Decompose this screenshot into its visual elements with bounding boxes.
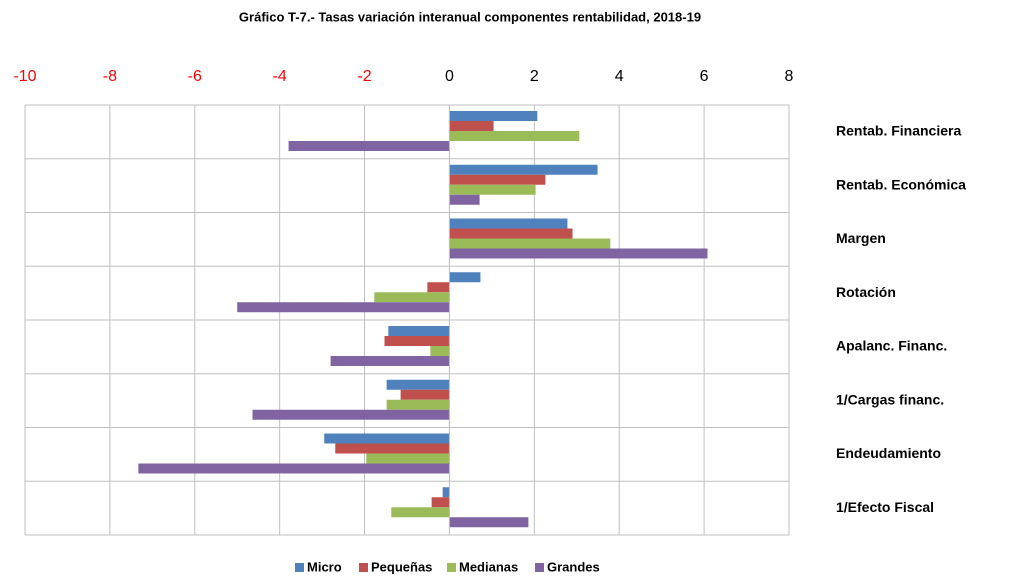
bar <box>330 356 450 366</box>
bar <box>366 453 450 464</box>
category-label: Rentab. Económica <box>836 176 966 192</box>
legend-label: Micro <box>307 559 342 574</box>
category-label: Rotación <box>836 284 896 300</box>
x-tick-label: -2 <box>357 68 371 85</box>
bar <box>386 399 450 410</box>
x-tick-label: -6 <box>188 68 202 85</box>
bar <box>449 164 598 175</box>
bar <box>449 121 494 131</box>
category-label: 1/Cargas financ. <box>836 391 944 407</box>
bar <box>384 336 450 346</box>
bar <box>388 326 450 336</box>
chart-title: Gráfico T-7.- Tasas variación interanual… <box>239 9 701 24</box>
bar <box>386 379 450 390</box>
bar <box>442 487 450 498</box>
bar <box>400 389 450 400</box>
bar <box>449 272 481 283</box>
bar <box>449 131 580 141</box>
bar <box>335 443 450 454</box>
x-tick-label: 4 <box>615 68 624 85</box>
bar <box>449 248 708 259</box>
bar <box>288 141 450 151</box>
legend-label: Pequeñas <box>371 559 432 574</box>
x-tick-label: -8 <box>103 68 117 85</box>
legend-swatch <box>447 563 456 572</box>
bar <box>324 433 450 444</box>
bar <box>427 282 450 293</box>
bar <box>430 346 450 356</box>
bar <box>252 409 450 420</box>
bar <box>449 218 568 229</box>
bar <box>237 302 450 313</box>
bar <box>449 517 529 528</box>
category-label: Margen <box>836 230 886 246</box>
x-tick-label: 6 <box>700 68 709 85</box>
category-label: Rentab. Financiera <box>836 123 961 139</box>
bar <box>449 111 538 121</box>
legend-swatch <box>535 563 544 572</box>
category-label: Apalanc. Financ. <box>836 338 947 354</box>
x-tick-label: 2 <box>530 68 539 85</box>
x-tick-label: -4 <box>273 68 287 85</box>
bar <box>431 497 450 508</box>
legend-label: Medianas <box>459 559 518 574</box>
bar <box>449 174 546 185</box>
category-label: Endeudamiento <box>836 445 941 461</box>
legend-label: Grandes <box>547 559 600 574</box>
category-label: 1/Efecto Fiscal <box>836 499 934 515</box>
x-tick-label: 8 <box>785 68 794 85</box>
bar <box>391 507 450 518</box>
bar <box>138 463 450 474</box>
bar <box>449 184 536 195</box>
x-tick-label: 0 <box>445 68 454 85</box>
legend-swatch <box>295 563 304 572</box>
bar <box>449 194 480 205</box>
bar <box>449 238 611 249</box>
legend-swatch <box>359 563 368 572</box>
x-tick-label: -10 <box>13 68 36 85</box>
bar <box>374 292 450 303</box>
bar <box>449 228 573 239</box>
